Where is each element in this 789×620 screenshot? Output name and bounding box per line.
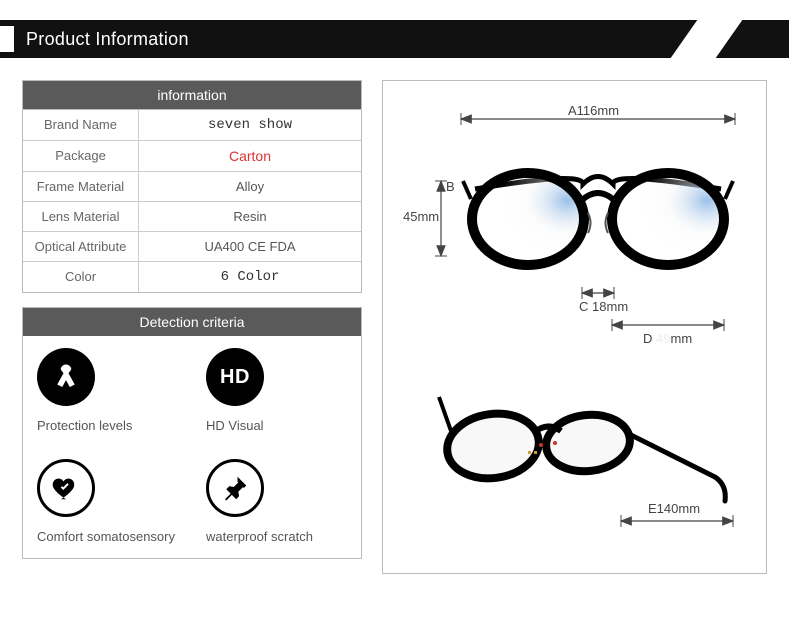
info-caption: information [22,80,362,110]
detection-grid: Protection levels HD HD Visual Comfort s… [23,336,361,558]
detection-item: Comfort somatosensory [23,447,192,558]
dim-a-label: A116mm [568,103,619,118]
detection-item: HD HD Visual [192,336,361,447]
info-value: UA400 CE FDA [139,232,361,261]
dim-b-label: 45mm [403,209,439,224]
page-title: Product Information [0,20,789,58]
hd-icon: HD [206,348,264,406]
info-value: 6 Color [139,262,361,292]
table-row: Brand Name seven show [23,110,361,140]
dim-b-key: B [446,179,455,194]
info-label: Frame Material [23,172,139,201]
info-table: Brand Name seven show Package Carton Fra… [22,110,362,293]
left-column: information Brand Name seven show Packag… [22,80,362,574]
info-label: Optical Attribute [23,232,139,261]
heart-check-icon [37,459,95,517]
table-row: Optical Attribute UA400 CE FDA [23,231,361,261]
table-row: Lens Material Resin [23,201,361,231]
ribbon-icon [37,348,95,406]
detection-label: Protection levels [37,418,132,433]
table-row: Frame Material Alloy [23,171,361,201]
dim-c-label: C 18mm [579,299,628,314]
table-row: Color 6 Color [23,261,361,292]
info-label: Brand Name [23,110,139,140]
detection-caption: Detection criteria [23,308,361,336]
detection-criteria: Detection criteria Protection levels HD … [22,307,362,559]
dim-d-label: D 49mm [643,331,692,346]
dimensions-diagram: A116mm B 45mm C 18mm D 49mm E140mm [382,80,767,574]
info-value: Alloy [139,172,361,201]
info-value: Resin [139,202,361,231]
detection-label: HD Visual [206,418,264,433]
pushpin-icon [206,459,264,517]
detection-label: Comfort somatosensory [37,529,175,544]
detection-item: waterproof scratch [192,447,361,558]
detection-item: Protection levels [23,336,192,447]
info-label: Package [23,141,139,171]
info-label: Lens Material [23,202,139,231]
info-value: seven show [139,110,361,140]
table-row: Package Carton [23,140,361,171]
content: information Brand Name seven show Packag… [0,58,789,574]
dim-e-label: E140mm [648,501,700,516]
info-value: Carton [139,141,361,171]
detection-label: waterproof scratch [206,529,313,544]
page-header: Product Information [0,20,789,58]
info-label: Color [23,262,139,292]
